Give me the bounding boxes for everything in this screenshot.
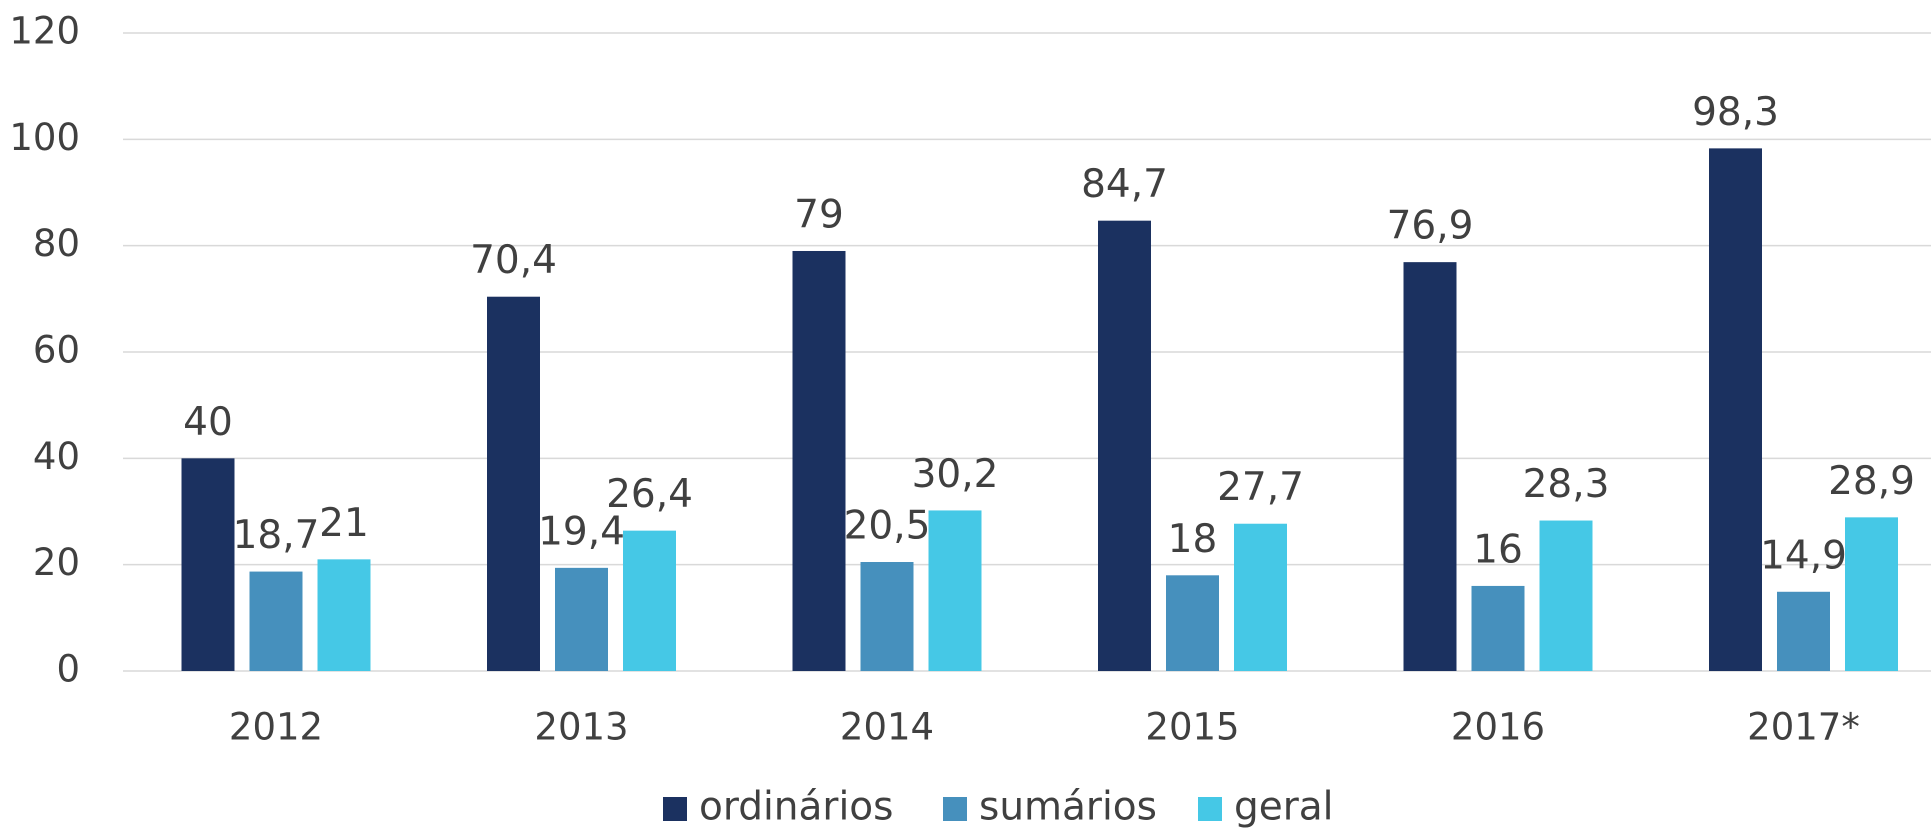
data-label: 18,7 — [233, 513, 320, 558]
y-tick-label: 120 — [9, 10, 80, 53]
data-label: 16 — [1473, 527, 1523, 572]
bar — [1098, 220, 1151, 671]
y-tick-label: 20 — [33, 541, 80, 584]
data-label: 27,7 — [1217, 465, 1304, 510]
bar — [623, 530, 676, 671]
data-label: 19,4 — [538, 509, 625, 554]
bar — [792, 250, 846, 671]
data-label: 40 — [183, 400, 233, 445]
x-tick-label: 2016 — [1451, 706, 1545, 749]
data-label: 14,9 — [1760, 533, 1847, 578]
x-tick-label: 2014 — [840, 706, 934, 749]
bar — [487, 296, 540, 671]
data-label: 84,7 — [1081, 162, 1168, 207]
data-label: 79 — [794, 192, 844, 237]
data-label: 30,2 — [912, 452, 999, 497]
bar — [249, 571, 303, 671]
bar — [928, 510, 982, 671]
bar — [1709, 148, 1762, 671]
data-label: 21 — [319, 501, 369, 546]
y-tick-label: 80 — [33, 222, 80, 265]
y-tick-label: 60 — [33, 329, 80, 372]
data-label: 18 — [1168, 517, 1218, 562]
y-tick-label: 40 — [33, 435, 80, 478]
x-tick-label: 2012 — [229, 706, 323, 749]
bar — [317, 559, 371, 671]
bar — [555, 567, 608, 671]
y-tick-label: 100 — [9, 116, 80, 159]
legend-swatch — [943, 797, 967, 821]
x-tick-label: 2015 — [1145, 706, 1239, 749]
bar — [1166, 575, 1219, 671]
x-tick-label: 2013 — [534, 706, 628, 749]
data-label: 20,5 — [844, 504, 931, 549]
x-tick-label: 2017* — [1747, 706, 1860, 749]
bar — [860, 562, 914, 671]
bar — [1845, 517, 1898, 671]
data-label: 76,9 — [1387, 204, 1474, 249]
bar — [1777, 591, 1830, 671]
data-label: 28,3 — [1523, 462, 1610, 507]
data-label: 26,4 — [606, 472, 693, 517]
bar — [1403, 262, 1457, 671]
legend-swatch — [663, 797, 687, 821]
data-label: 98,3 — [1692, 90, 1779, 135]
legend-label: sumários — [979, 785, 1157, 830]
data-label: 28,9 — [1828, 459, 1915, 504]
data-label: 70,4 — [470, 238, 557, 283]
bar — [1539, 520, 1593, 671]
y-tick-label: 0 — [56, 648, 80, 691]
legend-label: geral — [1234, 785, 1334, 830]
bar — [181, 458, 235, 671]
legend-swatch — [1198, 797, 1222, 821]
bar — [1234, 523, 1287, 671]
bar — [1471, 585, 1525, 671]
legend-label: ordinários — [699, 785, 893, 830]
